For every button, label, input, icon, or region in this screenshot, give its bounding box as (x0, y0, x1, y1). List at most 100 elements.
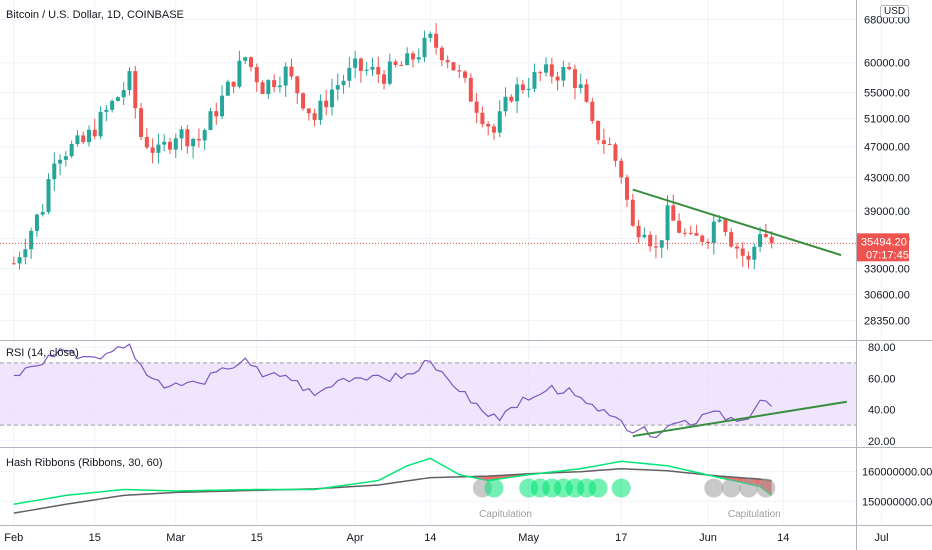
candle-body (92, 129, 97, 137)
candle (607, 137, 612, 146)
candle-body (364, 69, 369, 71)
candle (358, 57, 363, 83)
candle-body (191, 138, 196, 147)
rsi-tick-label: 80.00 (868, 342, 896, 354)
candle (139, 102, 144, 141)
candle (156, 133, 161, 164)
candle-body (399, 64, 404, 66)
candle (474, 92, 479, 124)
candle-body (69, 143, 74, 157)
candle-body (677, 220, 682, 233)
price-tick-label: 28350.00 (864, 316, 910, 328)
rsi-tick-label: 20.00 (868, 436, 896, 448)
candle-body (167, 141, 172, 150)
candle (659, 240, 664, 258)
candle (625, 174, 630, 207)
candle-body (393, 61, 398, 65)
price-tick-label: 51000.00 (864, 114, 910, 126)
candle-body (133, 71, 138, 109)
candle (706, 238, 711, 250)
candle (237, 50, 242, 89)
candle-body (295, 76, 300, 94)
candle-body (382, 74, 387, 84)
candle-body (497, 111, 502, 133)
price-axis-labels: 28350.0030600.0033000.0036000.0039000.00… (864, 15, 910, 328)
candle (58, 154, 63, 176)
candle-body (272, 80, 277, 88)
candle-body (439, 47, 444, 61)
candle (526, 77, 531, 98)
candle (121, 81, 126, 106)
candle (688, 225, 693, 235)
candle (399, 61, 404, 66)
candle-body (387, 61, 392, 84)
candle-body (503, 96, 508, 112)
rsi-line (13, 343, 773, 439)
candle-body (127, 71, 132, 91)
candle-body (11, 263, 16, 265)
hash-ribbon-fast-line (13, 457, 773, 506)
candle (653, 234, 658, 259)
candle (439, 45, 444, 67)
candle-body (121, 90, 126, 98)
candle-body (248, 57, 253, 68)
candle (584, 79, 589, 103)
candle-body (763, 234, 768, 238)
candle (115, 96, 120, 102)
candle-body (115, 97, 120, 101)
candle (434, 23, 439, 55)
candle (162, 134, 167, 152)
candle-body (422, 37, 427, 58)
candle-body (208, 111, 213, 131)
candle (694, 224, 699, 236)
candle (393, 59, 398, 68)
candle-body (29, 230, 34, 250)
candle (509, 94, 514, 103)
candle-body (185, 129, 190, 147)
candle (636, 219, 641, 243)
candle-body (237, 60, 242, 87)
hash-signal-dots (472, 478, 776, 498)
candle (729, 228, 734, 248)
candle-body (596, 120, 601, 141)
symbol-title: Bitcoin / U.S. Dollar, 1D, COINBASE (6, 9, 184, 21)
candle (225, 79, 230, 97)
candle (167, 137, 172, 154)
time-tick-label: Apr (347, 532, 364, 544)
signal-dot (588, 478, 608, 498)
price-trendline (632, 188, 842, 257)
candle (740, 242, 745, 267)
candle (29, 227, 34, 259)
candle-body (567, 67, 572, 70)
candle-body (335, 85, 340, 90)
candle-body (301, 93, 306, 109)
candle-body (590, 101, 595, 121)
candle-body (428, 33, 433, 38)
candle (23, 238, 28, 265)
candle (590, 97, 595, 124)
candle (561, 60, 566, 87)
candle-body (480, 112, 485, 124)
candle (572, 64, 577, 100)
candle (92, 118, 97, 140)
candle-body (532, 72, 537, 89)
currency-button[interactable]: USD (880, 5, 910, 18)
candle-body (653, 246, 658, 248)
candle-body (139, 108, 144, 137)
candle (555, 71, 560, 91)
candle (341, 74, 346, 94)
candle-body (457, 70, 462, 72)
candle (295, 75, 300, 105)
candle-body (277, 85, 282, 88)
candle (567, 62, 572, 71)
candle-body (468, 77, 473, 102)
candle-body (98, 111, 103, 137)
candle (387, 53, 392, 86)
candle-body (463, 71, 468, 78)
candle (422, 30, 427, 62)
candle-body (52, 163, 57, 180)
candle-body (410, 53, 415, 60)
candle-body (156, 144, 161, 153)
candle-body (376, 66, 381, 75)
